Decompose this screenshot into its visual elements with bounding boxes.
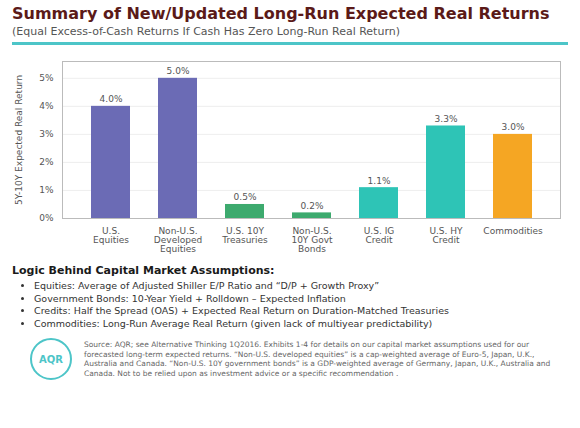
svg-text:0%: 0% <box>39 213 54 223</box>
html-text:Summary of New/Updated Long-Ru: Summary of New/Updated Long-Run Expected… <box>12 4 550 23</box>
html-text:Credits: Half the Spread (OAS): Credits: Half the Spread (OAS) + Expecte… <box>34 305 449 316</box>
svg-text:U.S.Equities: U.S.Equities <box>93 226 129 245</box>
svg-text:3.0%: 3.0% <box>502 122 525 132</box>
svg-text:1.1%: 1.1% <box>368 176 391 186</box>
svg-text:5Y-10Y Expected Real Return: 5Y-10Y Expected Real Return <box>14 75 24 205</box>
svg-text:3%: 3% <box>39 129 54 139</box>
svg-text:4%: 4% <box>39 101 54 111</box>
svg-text:1%: 1% <box>39 185 54 195</box>
svg-text:5.0%: 5.0% <box>167 66 190 76</box>
html-text:Equities: Average of Adjusted: Equities: Average of Adjusted Shiller E/… <box>34 280 380 291</box>
html-text:Logic Behind Capital Market As: Logic Behind Capital Market Assumptions: <box>12 264 275 277</box>
html-text:AQR: AQR <box>39 353 63 365</box>
html-text:(Equal Excess-of-Cash Returns: (Equal Excess-of-Cash Returns If Cash Ha… <box>12 25 400 38</box>
svg-text:5%: 5% <box>39 73 54 83</box>
svg-text:U.S. 10YTreasuries: U.S. 10YTreasuries <box>221 226 268 245</box>
html-text:Commodities: Long-Run Average: Commodities: Long-Run Average Real Retur… <box>34 317 433 329</box>
svg-text:4.0%: 4.0% <box>100 94 123 104</box>
svg-text:Non-U.S.DevelopedEquities: Non-U.S.DevelopedEquities <box>154 226 202 254</box>
svg-text:3.3%: 3.3% <box>435 114 458 124</box>
svg-text:Non-U.S.10Y GovtBonds: Non-U.S.10Y GovtBonds <box>291 226 333 254</box>
svg-text:U.S. IGCredit: U.S. IGCredit <box>364 226 395 245</box>
svg-text:Commodities: Commodities <box>483 226 543 236</box>
svg-text:2%: 2% <box>39 157 54 167</box>
svg-text:U.S. HYCredit: U.S. HYCredit <box>429 226 463 245</box>
svg-text:0.5%: 0.5% <box>234 192 257 202</box>
svg-text:0.2%: 0.2% <box>301 201 324 211</box>
html-text:Government Bonds: 10-Year Yiel: Government Bonds: 10-Year Yield + Rolldo… <box>34 292 346 304</box>
html-text:Source: AQR; see Alternative T: Source: AQR; see Alternative Thinking 1Q… <box>84 340 551 378</box>
